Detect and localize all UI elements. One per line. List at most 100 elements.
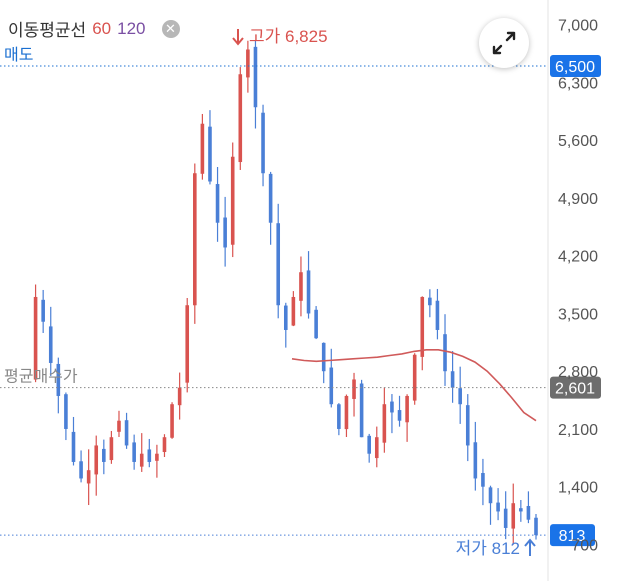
candle-body bbox=[86, 470, 91, 484]
candle-body bbox=[412, 354, 417, 401]
candle-body bbox=[450, 371, 455, 388]
candle-body bbox=[64, 394, 68, 429]
candle-body bbox=[337, 404, 341, 429]
y-tick-label: 700 bbox=[571, 537, 598, 554]
candle-body bbox=[374, 437, 379, 459]
candle-body bbox=[268, 173, 273, 223]
sell-label: 매도 bbox=[4, 46, 33, 64]
ma120-line bbox=[291, 348, 537, 422]
high-label: 고가 6,825 bbox=[249, 27, 328, 46]
low-label: 저가 812 bbox=[456, 539, 520, 558]
y-tick-label: 2,800 bbox=[558, 364, 598, 381]
candle-body bbox=[465, 405, 470, 446]
candle-body bbox=[321, 342, 326, 372]
candle-body bbox=[56, 363, 61, 396]
candle-body bbox=[291, 296, 296, 326]
candle-body bbox=[534, 517, 538, 536]
y-tick-label: 4,200 bbox=[558, 249, 598, 266]
candle-body bbox=[170, 404, 174, 438]
current-badge-text: 813 bbox=[559, 528, 586, 545]
candle-body bbox=[503, 508, 508, 528]
current-badge bbox=[550, 524, 595, 547]
candle-body bbox=[261, 112, 265, 174]
candle-body bbox=[283, 305, 288, 330]
sell-badge bbox=[550, 54, 601, 77]
expand-button[interactable] bbox=[479, 18, 529, 68]
average-badge bbox=[550, 376, 601, 399]
candle-body bbox=[79, 461, 83, 479]
y-tick-label: 7,000 bbox=[558, 18, 598, 35]
legend-title: 이동평균선 bbox=[8, 21, 87, 40]
average-badge-text: 2,601 bbox=[555, 381, 595, 398]
candle-body bbox=[458, 388, 462, 405]
candle-body bbox=[526, 505, 531, 520]
candle-body bbox=[215, 184, 220, 223]
candle-body bbox=[238, 74, 243, 163]
candle-body bbox=[428, 297, 432, 306]
moving-average-line bbox=[291, 348, 537, 422]
candle-body bbox=[71, 431, 76, 462]
candle-body bbox=[519, 508, 523, 512]
candle-body bbox=[420, 296, 425, 357]
high-arrow-head bbox=[232, 37, 244, 46]
candle-body bbox=[306, 270, 311, 314]
candle-body bbox=[390, 401, 394, 413]
candle-body bbox=[352, 379, 356, 399]
low-arrow-head bbox=[524, 538, 536, 547]
sell-badge-text: 6,500 bbox=[555, 59, 595, 76]
candle-body bbox=[382, 404, 387, 443]
candle-body bbox=[344, 395, 349, 430]
y-tick-label: 5,600 bbox=[558, 133, 598, 150]
candle-body bbox=[276, 223, 281, 306]
candle-body bbox=[397, 410, 402, 421]
candle-body bbox=[147, 449, 152, 462]
candle-body bbox=[367, 435, 371, 454]
candle-body bbox=[132, 442, 136, 462]
y-axis: 7,000 6,300 5,600 4,900 4,200 3,500 2,800 2,100… bbox=[558, 18, 598, 555]
candle-body bbox=[94, 445, 99, 475]
moving-average-legend: 이동평균선 60 120 ✕ bbox=[8, 16, 180, 41]
candle-body bbox=[109, 437, 114, 461]
candle-body bbox=[253, 46, 258, 108]
candle-body bbox=[33, 296, 38, 380]
candle-body bbox=[359, 383, 364, 438]
candles bbox=[33, 40, 538, 545]
y-tick-label: 4,900 bbox=[558, 191, 598, 208]
legend-ma120: 120 bbox=[117, 18, 146, 38]
candle-body bbox=[496, 502, 500, 512]
candle-body bbox=[177, 387, 182, 406]
candle-body bbox=[481, 473, 485, 487]
candle-body bbox=[405, 395, 409, 423]
candle-body bbox=[155, 453, 159, 461]
candle-body bbox=[246, 49, 250, 78]
y-tick-label: 1,400 bbox=[558, 480, 598, 497]
candle-body bbox=[443, 334, 447, 372]
candle-body bbox=[314, 309, 318, 339]
average-label: 평균매수가 bbox=[4, 368, 78, 386]
candle-body bbox=[511, 503, 516, 529]
reference-lines: 매도 6,500 평균매수가 2,601 813 고가 6,825 저가 812 bbox=[0, 27, 601, 558]
y-tick-label: 6,300 bbox=[558, 75, 598, 92]
candle-body bbox=[193, 173, 197, 306]
y-tick-label: 3,500 bbox=[558, 306, 598, 323]
candle-body bbox=[185, 305, 190, 383]
candle-body bbox=[230, 156, 235, 245]
candle-body bbox=[41, 299, 45, 322]
candle-body bbox=[208, 126, 212, 182]
candle-body bbox=[117, 420, 121, 432]
candle-body bbox=[124, 420, 129, 446]
y-tick-label: 2,100 bbox=[558, 422, 598, 439]
legend-ma60: 60 bbox=[92, 18, 112, 38]
candle-body bbox=[435, 300, 440, 330]
candle-body bbox=[299, 272, 303, 301]
candle-body bbox=[488, 487, 493, 504]
close-icon[interactable]: ✕ bbox=[161, 19, 180, 38]
candle-body bbox=[48, 326, 53, 363]
candle-body bbox=[200, 123, 205, 174]
expand-icon bbox=[492, 31, 516, 55]
candle-body bbox=[162, 437, 167, 453]
candle-body bbox=[102, 448, 106, 462]
candle-body bbox=[223, 217, 227, 248]
candle-body bbox=[473, 442, 478, 479]
